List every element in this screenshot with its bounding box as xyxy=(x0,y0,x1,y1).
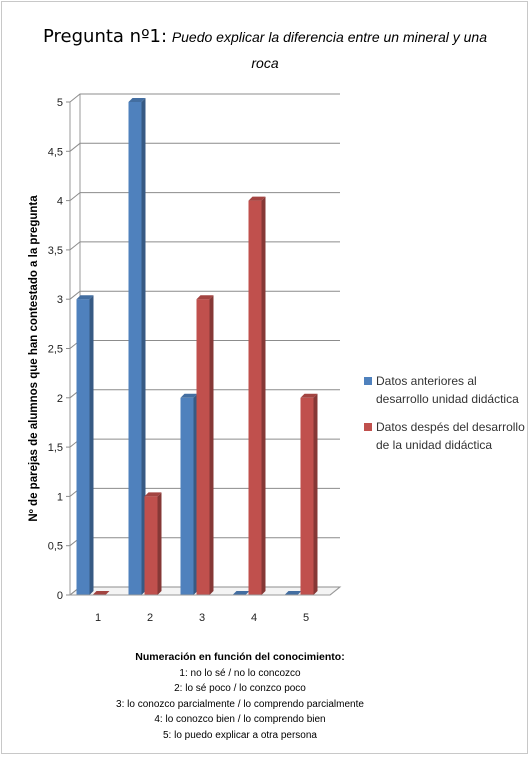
gridline xyxy=(69,93,340,103)
bar-top xyxy=(196,295,214,300)
bar xyxy=(196,299,210,595)
legend-swatch-before xyxy=(364,377,372,385)
legend: Datos anteriores al desarrollo unidad di… xyxy=(364,372,529,464)
x-tick-label: 1 xyxy=(95,612,101,624)
notes-line-1: 1: no lo sé / no lo concozco xyxy=(179,667,301,679)
y-tick-label: 0 xyxy=(57,590,63,602)
bar-top xyxy=(232,591,250,595)
notes-line-2: 2: lo sé poco / lo conzco poco xyxy=(174,683,306,694)
bar xyxy=(248,200,262,595)
bar-top xyxy=(300,393,318,398)
y-tick-label: 2 xyxy=(57,393,63,405)
bar-side xyxy=(313,393,318,595)
x-tick-label: 3 xyxy=(199,612,205,624)
y-axis-label: Nº de parejas de alumnos que han contest… xyxy=(28,195,40,522)
notes-line-4: 4: lo conozco bien / lo comprendo bien xyxy=(154,714,326,725)
bar-side xyxy=(261,196,266,595)
chart-title: Pregunta nº1: Puedo explicar la diferenc… xyxy=(30,24,500,76)
bar xyxy=(76,299,90,595)
bar-top xyxy=(248,196,266,201)
y-tick-label: 3 xyxy=(57,294,63,306)
legend-item-after: Datos despés del desarrollo de la unidad… xyxy=(364,418,529,454)
notes-heading: Numeración en función del conocimiento: xyxy=(135,651,345,663)
notes-line-5: 5: lo puedo explicar a otra persona xyxy=(163,729,317,741)
y-tick-label: 1,5 xyxy=(48,442,63,454)
bar xyxy=(300,397,314,595)
y-tick-label: 0,5 xyxy=(48,541,63,553)
gridline xyxy=(69,142,340,152)
y-tick-label: 4 xyxy=(57,196,63,208)
bar xyxy=(180,397,194,595)
bar-top xyxy=(76,295,94,300)
bar-side xyxy=(141,98,146,595)
x-tick-label: 5 xyxy=(303,612,309,624)
legend-item-before: Datos anteriores al desarrollo unidad di… xyxy=(364,372,529,408)
bar-side xyxy=(89,295,94,595)
bar-top xyxy=(128,98,146,102)
bar-side xyxy=(209,295,214,595)
bar xyxy=(128,102,142,595)
y-tick-label: 3,5 xyxy=(48,245,63,257)
bar-top xyxy=(180,393,198,398)
bar xyxy=(144,496,158,595)
bar-top xyxy=(144,492,162,497)
gridline xyxy=(69,192,340,201)
legend-label-after: Datos despés del desarrollo de la unidad… xyxy=(376,420,525,452)
y-tick-label: 2,5 xyxy=(48,344,63,356)
notes-line-3: 3: lo conozco parcialmente / lo comprend… xyxy=(116,698,364,710)
bar-side xyxy=(157,492,162,595)
gridline xyxy=(69,241,340,251)
numbering-notes: Numeración en función del conocimiento: … xyxy=(80,650,400,743)
legend-swatch-after xyxy=(364,423,372,431)
y-tick-label: 1 xyxy=(57,491,63,503)
floor-edge xyxy=(329,586,341,596)
title-lead: Pregunta nº1: xyxy=(43,26,168,47)
bar-top xyxy=(284,591,302,595)
y-tick-label: 4,5 xyxy=(48,146,63,158)
bar-top xyxy=(92,591,110,595)
title-question: Puedo explicar la diferencia entre un mi… xyxy=(171,29,487,71)
x-tick-label: 4 xyxy=(251,612,257,624)
x-tick-label: 2 xyxy=(147,612,153,624)
y-tick-label: 5 xyxy=(57,97,63,109)
legend-label-before: Datos anteriores al desarrollo unidad di… xyxy=(376,374,519,406)
